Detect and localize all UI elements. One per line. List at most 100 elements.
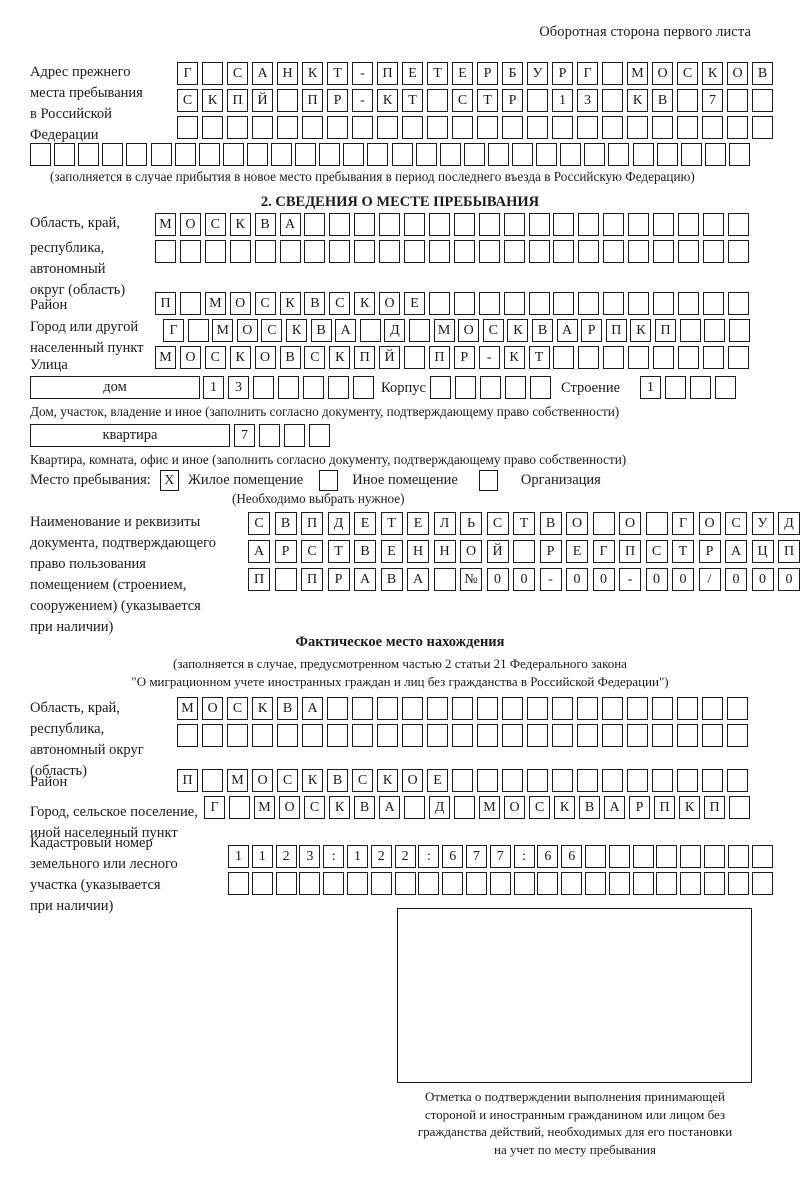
- region-row-2-cell-19[interactable]: [628, 240, 650, 263]
- cadastral-row-1-cell-9[interactable]: 6: [442, 845, 464, 868]
- doc-row-2-cell-14[interactable]: П: [619, 540, 641, 563]
- district-row-cell-9[interactable]: О: [379, 292, 401, 315]
- city-row-cell-3[interactable]: О: [236, 319, 258, 342]
- region-row-2-cell-18[interactable]: [603, 240, 625, 263]
- actual-city-row-cell-14[interactable]: К: [554, 796, 575, 819]
- actual-region-row-1-cell-10[interactable]: [427, 697, 448, 720]
- prev-address-row-2-cell-14[interactable]: [527, 89, 548, 112]
- city-row-cell-13[interactable]: С: [482, 319, 504, 342]
- prev-address-row-3-cell-9[interactable]: [402, 116, 423, 139]
- prev-address-row-1-cell-10[interactable]: Т: [427, 62, 448, 85]
- doc-row-3-cell-18[interactable]: 0: [725, 568, 747, 591]
- actual-region-row-2-cell-4[interactable]: [277, 724, 298, 747]
- doc-row-3[interactable]: П П Р А В А № 0 0-0 0-0 0/0 0 0: [248, 568, 800, 591]
- actual-city-row-cell-12[interactable]: О: [504, 796, 525, 819]
- prev-address-row-3-cell-23[interactable]: [752, 116, 773, 139]
- actual-region-row-1-cell-6[interactable]: [327, 697, 348, 720]
- city-row-cell-12[interactable]: О: [458, 319, 480, 342]
- prev-address-row-4-cell-4[interactable]: [126, 143, 148, 166]
- city-row-cell-15[interactable]: В: [532, 319, 553, 342]
- region-row-1-cell-1[interactable]: О: [179, 213, 201, 236]
- cadastral-row-2-cell-22[interactable]: [751, 872, 773, 895]
- actual-city-row-cell-3[interactable]: О: [279, 796, 300, 819]
- doc-row-3-cell-10[interactable]: 0: [513, 568, 535, 591]
- region-row-1-cell-20[interactable]: [653, 213, 674, 236]
- actual-region-row-1-cell-20[interactable]: [677, 697, 698, 720]
- prev-address-row-3-cell-6[interactable]: [327, 116, 348, 139]
- district-row-cell-6[interactable]: В: [304, 292, 326, 315]
- cadastral-row-2-cell-20[interactable]: [704, 872, 725, 895]
- doc-row-2-cell-15[interactable]: С: [645, 540, 668, 563]
- prev-address-row-4-cell-12[interactable]: [319, 143, 341, 166]
- district-row-cell-21[interactable]: [677, 292, 699, 315]
- prev-address-row-3-cell-21[interactable]: [702, 116, 723, 139]
- prev-address-row-1-cell-8[interactable]: П: [377, 62, 398, 85]
- street-row-cell-7[interactable]: К: [329, 346, 351, 369]
- region-row-2-cell-9[interactable]: [379, 240, 401, 263]
- cadastral-row-1-cell-3[interactable]: 3: [299, 845, 321, 868]
- actual-city-row-cell-9[interactable]: Д: [429, 796, 450, 819]
- region-row-1-cell-11[interactable]: [428, 213, 450, 236]
- district-row-cell-16[interactable]: [553, 292, 575, 315]
- cadastral-row-1-cell-14[interactable]: 6: [561, 845, 583, 868]
- region-row-1-cell-15[interactable]: [528, 213, 550, 236]
- cadastral-row-2-cell-17[interactable]: [632, 872, 654, 895]
- stay-option-0-checkbox[interactable]: X: [159, 470, 179, 491]
- stay-option-2-checkbox[interactable]: [478, 470, 498, 491]
- city-row-cell-23[interactable]: [728, 319, 750, 342]
- prev-address-row-4-cell-1[interactable]: [54, 143, 76, 166]
- prev-address-row-1-cell-19[interactable]: О: [652, 62, 673, 85]
- prev-address-row-4-cell-21[interactable]: [536, 143, 558, 166]
- actual-city-row-cell-6[interactable]: В: [354, 796, 375, 819]
- doc-row-3-cell-9[interactable]: 0: [486, 568, 509, 591]
- actual-district-row-cell-14[interactable]: [527, 769, 548, 792]
- prev-address-row-3-cell-5[interactable]: [302, 116, 323, 139]
- prev-address-row-4-cell-25[interactable]: [632, 143, 654, 166]
- actual-region-row-1-cell-15[interactable]: [552, 697, 573, 720]
- region-row-2-cell-5[interactable]: [279, 240, 301, 263]
- cadastral-row-1-cell-17[interactable]: [632, 845, 654, 868]
- city-row-cell-1[interactable]: [187, 319, 209, 342]
- doc-row-1-cell-19[interactable]: У: [751, 512, 774, 535]
- actual-city-row-cell-10[interactable]: [454, 796, 475, 819]
- actual-region-row-1-cell-0[interactable]: М: [177, 697, 198, 720]
- prev-address-row-4-cell-18[interactable]: [463, 143, 485, 166]
- region-row-1-cell-18[interactable]: [603, 213, 625, 236]
- doc-row-2-cell-10[interactable]: [513, 540, 535, 563]
- actual-district-row-cell-0[interactable]: П: [177, 769, 198, 792]
- actual-city-row-cell-13[interactable]: С: [529, 796, 550, 819]
- stroenie-cells-cell-0[interactable]: 1: [640, 376, 661, 399]
- actual-region-row-2-cell-2[interactable]: [227, 724, 248, 747]
- district-row-cell-1[interactable]: [179, 292, 201, 315]
- doc-row-2-cell-16[interactable]: Т: [672, 540, 694, 563]
- street-row-cell-16[interactable]: [553, 346, 575, 369]
- region-row-1-cell-14[interactable]: [503, 213, 525, 236]
- street-row-cell-0[interactable]: М: [155, 346, 176, 369]
- actual-district-row-cell-1[interactable]: [202, 769, 223, 792]
- region-row-1-cell-19[interactable]: [628, 213, 650, 236]
- city-row-cell-22[interactable]: [704, 319, 726, 342]
- doc-row-3-cell-16[interactable]: 0: [672, 568, 694, 591]
- region-row-1-cell-21[interactable]: [677, 213, 699, 236]
- prev-address-row-1-cell-22[interactable]: О: [727, 62, 748, 85]
- city-row-cell-8[interactable]: [359, 319, 381, 342]
- flat-cells-cell-3[interactable]: [309, 424, 330, 447]
- actual-region-row-1-cell-4[interactable]: В: [277, 697, 298, 720]
- doc-row-3-cell-14[interactable]: -: [619, 568, 641, 591]
- actual-region-row-2-cell-16[interactable]: [577, 724, 598, 747]
- doc-row-3-cell-8[interactable]: №: [460, 568, 482, 591]
- region-row-2-cell-21[interactable]: [677, 240, 699, 263]
- district-row-cell-22[interactable]: [702, 292, 724, 315]
- actual-region-row-2-cell-21[interactable]: [702, 724, 723, 747]
- doc-row-3-cell-1[interactable]: [274, 568, 297, 591]
- doc-row-1-cell-3[interactable]: Д: [327, 512, 350, 535]
- actual-district-row-cell-20[interactable]: [677, 769, 698, 792]
- region-row-2-cell-7[interactable]: [329, 240, 351, 263]
- prev-address-row-4-cell-19[interactable]: [487, 143, 509, 166]
- prev-address-row-1-cell-0[interactable]: Г: [177, 62, 198, 85]
- actual-city-row-cell-8[interactable]: [404, 796, 425, 819]
- region-row-1-cell-6[interactable]: [304, 213, 326, 236]
